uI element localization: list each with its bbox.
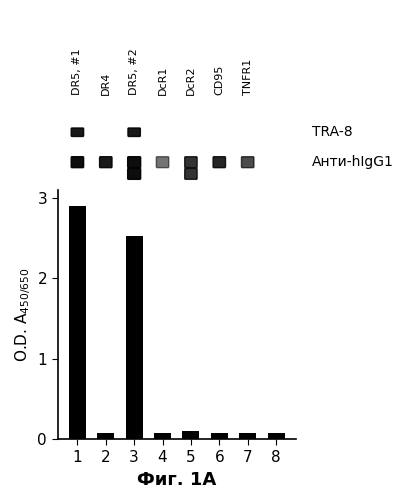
Bar xyxy=(126,237,143,439)
X-axis label: Фиг. 1A: Фиг. 1A xyxy=(137,472,216,490)
Text: DR5, #2: DR5, #2 xyxy=(129,48,139,95)
Text: DR4: DR4 xyxy=(101,71,111,95)
Bar xyxy=(268,434,284,439)
Text: TNFR1: TNFR1 xyxy=(242,58,253,95)
Bar xyxy=(182,431,199,439)
Text: DcR1: DcR1 xyxy=(157,65,168,95)
Text: TRA-8: TRA-8 xyxy=(312,125,353,139)
Bar xyxy=(97,434,114,439)
Text: CD95: CD95 xyxy=(214,64,224,95)
Text: DcR2: DcR2 xyxy=(186,65,196,95)
Y-axis label: O.D. $\mathregular{A_{450/650}}$: O.D. $\mathregular{A_{450/650}}$ xyxy=(13,267,33,361)
Bar xyxy=(69,206,86,439)
Text: Анти-hIgG1: Анти-hIgG1 xyxy=(312,155,394,169)
Bar xyxy=(239,433,256,439)
Bar xyxy=(154,434,171,439)
Text: DR5, #1: DR5, #1 xyxy=(72,48,82,95)
Bar xyxy=(211,433,228,439)
